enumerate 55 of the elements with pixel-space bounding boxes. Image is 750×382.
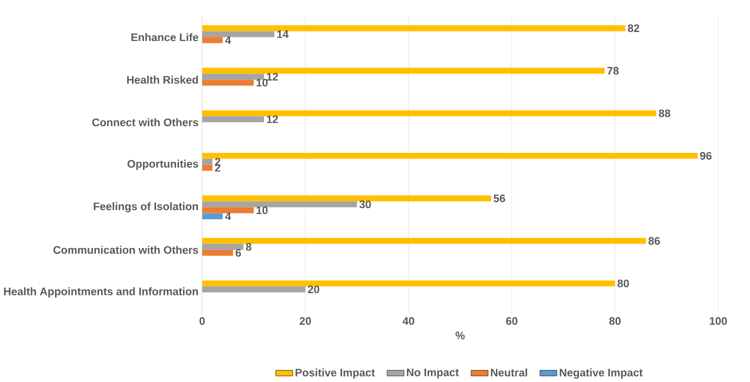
data-label: 20 — [308, 286, 320, 294]
bar — [202, 152, 698, 159]
data-label: 88 — [658, 110, 670, 118]
bar — [202, 280, 616, 287]
bar — [202, 37, 223, 44]
data-label: 12 — [266, 73, 278, 81]
data-label: 6 — [236, 249, 241, 257]
y-tick-label: Health Risked — [127, 76, 198, 84]
data-label: 82 — [628, 24, 640, 32]
data-label: 78 — [607, 67, 619, 75]
bar — [202, 74, 264, 80]
bar — [202, 213, 223, 220]
data-label: 80 — [618, 280, 629, 288]
bar — [202, 80, 254, 86]
bar — [202, 195, 492, 202]
data-label: 96 — [700, 152, 712, 160]
x-tick-label: 20 — [300, 317, 311, 325]
bar — [202, 110, 656, 116]
bar — [202, 201, 357, 208]
legend-label: Neutral — [490, 368, 528, 377]
data-label: 8 — [246, 243, 252, 251]
x-tick-label: 40 — [402, 317, 414, 325]
x-tick-label: 100 — [710, 317, 727, 325]
bar — [202, 286, 306, 292]
data-label: 12 — [266, 116, 278, 124]
bar — [202, 238, 646, 244]
y-tick-label: Communication with Others — [53, 246, 198, 254]
bar — [202, 25, 626, 32]
data-label: 30 — [359, 200, 371, 208]
data-label: 56 — [494, 194, 506, 202]
data-label: 86 — [648, 237, 660, 245]
y-tick-label: Feelings of Isolation — [94, 202, 198, 213]
data-label: 14 — [277, 30, 289, 38]
y-tick-label: Opportunities — [128, 160, 198, 170]
x-tick-label: 0 — [200, 317, 205, 325]
x-axis-title: % — [456, 332, 465, 340]
x-tick-label: 60 — [506, 317, 518, 325]
x-tick-label: 80 — [609, 317, 621, 325]
bar — [202, 31, 274, 38]
bar — [202, 244, 244, 250]
legend-label: Negative Impact — [560, 368, 643, 379]
data-label: 10 — [256, 78, 268, 87]
legend-label: Positive Impact — [296, 368, 375, 379]
y-tick-label: Connect with Others — [92, 118, 198, 126]
bar — [202, 116, 264, 122]
y-tick-label: Enhance Life — [131, 33, 198, 42]
data-label: 4 — [225, 212, 231, 220]
legend-label: No Impact — [406, 368, 459, 378]
bar — [202, 68, 605, 74]
y-tick-label: Health Appointments and Information — [4, 287, 198, 298]
data-label: 4 — [225, 36, 231, 44]
bar — [202, 207, 254, 214]
data-label: 10 — [256, 206, 268, 214]
bar — [202, 250, 234, 256]
bar — [202, 158, 212, 165]
